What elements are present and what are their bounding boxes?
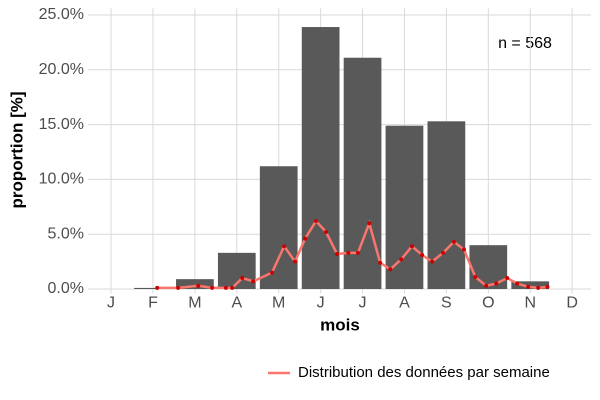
- point: [473, 274, 478, 279]
- x-tick-label: M: [188, 295, 201, 312]
- bar: [134, 287, 172, 290]
- x-tick-label: A: [399, 295, 410, 312]
- y-tick-label: 20.0%: [39, 61, 84, 78]
- bar: [511, 281, 550, 290]
- point: [230, 285, 235, 290]
- bar: [469, 245, 508, 290]
- y-tick-label: 0.0%: [48, 280, 84, 297]
- point: [399, 257, 404, 262]
- point: [355, 250, 360, 255]
- point: [293, 259, 298, 264]
- point: [388, 267, 393, 272]
- point: [223, 285, 228, 290]
- x-tick-label: F: [148, 295, 158, 312]
- point: [210, 285, 215, 290]
- x-tick-label: A: [231, 295, 242, 312]
- point: [324, 230, 329, 235]
- point: [441, 250, 446, 255]
- point: [251, 279, 256, 284]
- x-tick-label: S: [441, 295, 452, 312]
- x-tick-label: J: [317, 295, 325, 312]
- point: [240, 276, 245, 281]
- point: [420, 253, 425, 258]
- point: [155, 285, 160, 290]
- legend-label: Distribution des données par semaine: [298, 364, 550, 381]
- point: [314, 219, 319, 224]
- bar: [385, 125, 424, 290]
- point: [270, 270, 275, 275]
- point: [536, 285, 541, 290]
- x-tick-label: N: [524, 295, 536, 312]
- x-tick-label: D: [566, 295, 578, 312]
- point: [176, 285, 181, 290]
- point: [526, 284, 531, 289]
- point: [367, 221, 372, 226]
- point: [545, 284, 550, 289]
- x-tick-label: M: [272, 295, 285, 312]
- point: [334, 251, 339, 256]
- y-tick-label: 15.0%: [39, 116, 84, 133]
- point: [505, 276, 510, 281]
- bar: [259, 166, 298, 290]
- bar: [427, 121, 466, 290]
- x-tick-label: J: [107, 295, 115, 312]
- y-tick-label: 25.0%: [39, 6, 84, 23]
- point: [196, 283, 201, 288]
- point: [346, 250, 351, 255]
- point: [303, 236, 308, 241]
- x-axis-title: mois: [320, 315, 360, 334]
- y-axis-title: proportion [%]: [7, 91, 26, 208]
- point: [430, 259, 435, 264]
- y-tick-label: 5.0%: [48, 225, 84, 242]
- point: [410, 244, 415, 249]
- point: [484, 283, 489, 288]
- annotation: n = 568: [498, 35, 552, 52]
- point: [461, 247, 466, 252]
- point: [494, 281, 499, 286]
- y-tick-label: 10.0%: [39, 171, 84, 188]
- point: [378, 260, 383, 265]
- x-tick-label: O: [482, 295, 494, 312]
- point: [515, 281, 520, 286]
- bar: [176, 279, 214, 290]
- point: [282, 244, 287, 249]
- point: [451, 239, 456, 244]
- bar: [343, 57, 382, 290]
- x-tick-label: J: [359, 295, 367, 312]
